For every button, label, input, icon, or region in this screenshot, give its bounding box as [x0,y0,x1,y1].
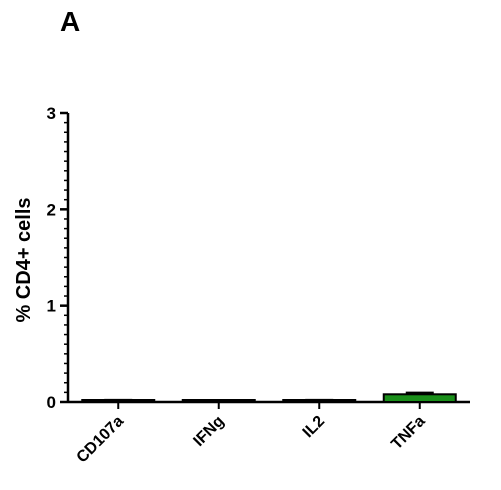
y-tick-label: 3 [47,104,56,123]
panel-label: A [60,6,81,37]
y-axis: 0 1 2 3 [47,104,70,412]
x-axis: CD107a IFNg IL2 TNFa [68,400,470,467]
x-tick-label: IFNg [190,413,227,450]
x-tick-label: CD107a [74,413,128,467]
y-tick-label: 1 [47,297,56,316]
y-tick-label: 2 [47,200,56,219]
bars [81,391,457,404]
x-tick-label: IL2 [300,413,328,441]
y-axis-label: % CD4+ cells [13,197,35,322]
y-tick-label: 0 [47,393,56,412]
bar [382,393,457,404]
x-tick-label: TNFa [388,413,428,453]
